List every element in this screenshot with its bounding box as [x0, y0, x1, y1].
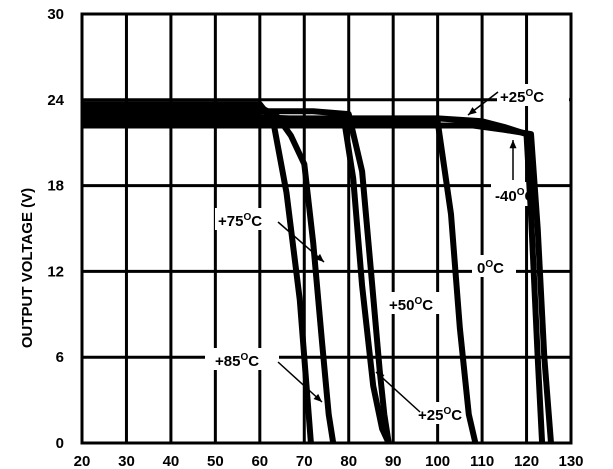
y-tick-label: 30	[47, 6, 64, 23]
label-background	[385, 292, 457, 314]
x-tick-label: 30	[118, 453, 135, 469]
x-tick-label: 130	[558, 453, 583, 469]
x-tick-label: 120	[514, 453, 539, 469]
curves	[82, 101, 554, 445]
annotation-label: +85OC	[215, 352, 259, 370]
series-line	[82, 114, 392, 445]
series-line	[82, 122, 554, 444]
annotations: +25OC -40OC +75OC 0OC +50OC +85OC +25OC	[215, 88, 544, 424]
label-background	[472, 255, 516, 277]
y-tick-label: 24	[47, 92, 64, 109]
y-tick-labels: 0 6 12 18 24 30	[47, 6, 64, 452]
x-tick-label: 50	[207, 453, 224, 469]
annotation-arrow	[277, 221, 325, 263]
x-tick-labels: 20 30 40 50 60 70 80 90 100 110 120 130	[74, 453, 584, 469]
grid	[82, 14, 571, 443]
y-axis-label: OUTPUT VOLTAGE (V)	[19, 188, 36, 348]
y-tick-label: 0	[56, 435, 64, 452]
annotation-label: +75OC	[218, 212, 262, 230]
series-line	[82, 108, 392, 444]
arrowhead	[313, 393, 322, 402]
annotation-label: +25OC	[418, 406, 462, 424]
annotation-arrow	[375, 371, 421, 413]
x-tick-label: 60	[251, 453, 268, 469]
series-line	[82, 115, 546, 444]
annotation-label: +50OC	[389, 296, 433, 314]
x-tick-label: 40	[163, 453, 180, 469]
annotation-label: 0OC	[477, 259, 504, 277]
x-tick-label: 90	[385, 453, 402, 469]
arrowhead	[468, 107, 477, 115]
y-tick-label: 6	[56, 349, 64, 366]
label-background	[497, 84, 569, 106]
annotation-arrow	[277, 361, 323, 403]
series-line	[82, 101, 314, 444]
series-line	[82, 118, 479, 444]
label-background	[402, 402, 476, 424]
arrowhead	[315, 253, 324, 262]
y-tick-label: 18	[47, 178, 64, 195]
annotation-label: +25OC	[500, 88, 544, 106]
label-background	[215, 208, 289, 230]
arrowhead	[376, 372, 385, 381]
x-tick-label: 110	[470, 453, 494, 469]
x-tick-label: 70	[296, 453, 313, 469]
x-tick-label: 20	[74, 453, 91, 469]
y-tick-label: 12	[47, 263, 64, 280]
label-background	[205, 348, 279, 370]
arrowhead	[509, 140, 517, 149]
annotation-label: -40OC	[495, 187, 535, 205]
plot-frame	[80, 12, 573, 445]
x-tick-label: 80	[340, 453, 357, 469]
x-tick-label: 100	[425, 453, 450, 469]
